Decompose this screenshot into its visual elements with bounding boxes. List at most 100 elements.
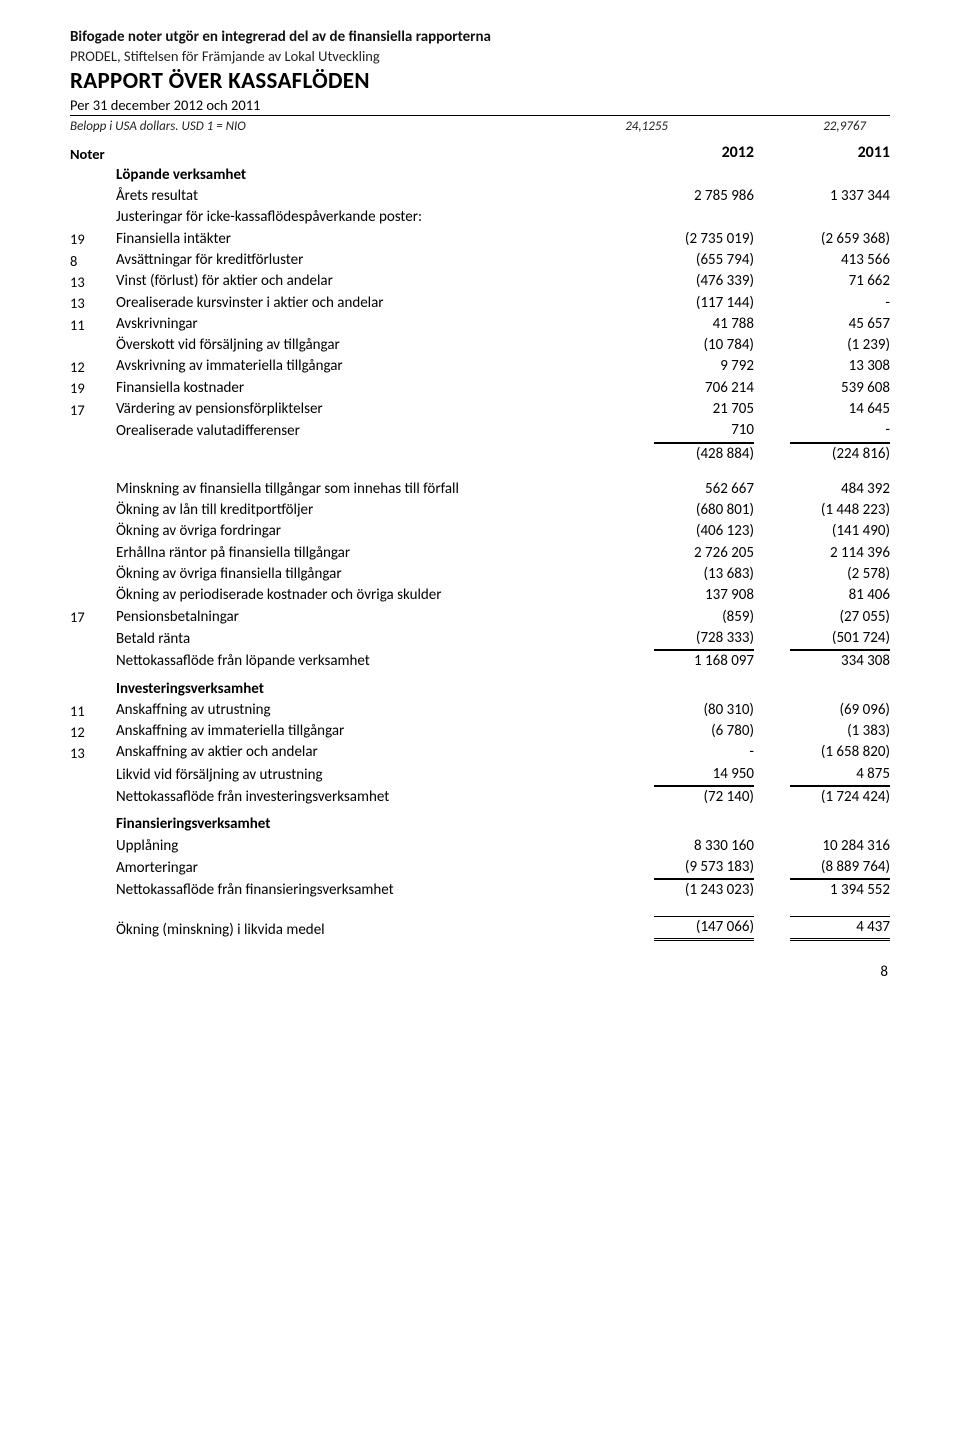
note-ref: 13 bbox=[70, 293, 116, 314]
row-val-b: 2 114 396 bbox=[754, 543, 890, 564]
row-val-b: (1 724 424) bbox=[754, 786, 890, 808]
table-row: Likvid vid försäljning av utrustning14 9… bbox=[70, 764, 890, 786]
header-org-line: PRODEL, Stiftelsen för Främjande av Loka… bbox=[70, 47, 890, 65]
row-val-a: (428 884) bbox=[618, 443, 754, 465]
row-val-b: (2 578) bbox=[754, 564, 890, 585]
row-val-b: 1 394 552 bbox=[754, 879, 890, 901]
note-ref: 12 bbox=[70, 722, 116, 743]
row-val-a: 21 705 bbox=[618, 399, 754, 420]
table-row: Minskning av finansiella tillgångar som … bbox=[70, 479, 890, 500]
row-val-b: 539 608 bbox=[754, 378, 890, 399]
row-val-a: (728 333) bbox=[618, 628, 754, 650]
table-row: Ökning av övriga fordringar(406 123)(141… bbox=[70, 521, 890, 542]
row-val-a: (72 140) bbox=[618, 786, 754, 808]
col-notes: Noter bbox=[70, 144, 116, 165]
table-row: Överskott vid försäljning av tillgångar(… bbox=[70, 335, 890, 356]
row-val-a: (117 144) bbox=[618, 293, 754, 314]
rate-2012: 24,1255 bbox=[508, 119, 706, 134]
note-ref: 17 bbox=[70, 607, 116, 628]
row-val-a: 1 168 097 bbox=[618, 650, 754, 672]
row-label: Nettokassaflöde från investeringsverksam… bbox=[116, 787, 618, 808]
total-label: Ökning (minskning) i likvida medel bbox=[116, 920, 618, 941]
row-label: Likvid vid försäljning av utrustning bbox=[116, 765, 618, 786]
row-label: Minskning av finansiella tillgångar som … bbox=[116, 479, 618, 500]
row-val-a: (406 123) bbox=[618, 521, 754, 542]
note-ref: 13 bbox=[70, 272, 116, 293]
row-val-a: 706 214 bbox=[618, 378, 754, 399]
row-val-b: 71 662 bbox=[754, 271, 890, 292]
header-note-line: Bifogade noter utgör en integrerad del a… bbox=[70, 28, 890, 46]
currency-row: Belopp i USA dollars. USD 1 = NIO 24,125… bbox=[70, 119, 890, 134]
table-row: 19Finansiella intäkter(2 735 019)(2 659 … bbox=[70, 229, 890, 250]
row-label: Erhållna räntor på finansiella tillgånga… bbox=[116, 543, 618, 564]
table-row: Nettokassaflöde från löpande verksamhet1… bbox=[70, 650, 890, 672]
table-row: Nettokassaflöde från finansieringsverksa… bbox=[70, 879, 890, 901]
row-label: Justeringar för icke-kassaflödespåverkan… bbox=[116, 207, 618, 228]
table-row: 12Avskrivning av immateriella tillgångar… bbox=[70, 356, 890, 377]
table-header-row: Noter 2012 2011 bbox=[70, 142, 890, 165]
row-val-a: - bbox=[618, 742, 754, 763]
row-label: Ökning av övriga finansiella tillgångar bbox=[116, 564, 618, 585]
rate-2011: 22,9767 bbox=[706, 119, 866, 134]
row-label: Anskaffning av aktier och andelar bbox=[116, 742, 618, 763]
section-heading: Investeringsverksamhet bbox=[116, 679, 618, 700]
row-label: Finansiella intäkter bbox=[116, 229, 618, 250]
row-val-b: 4 875 bbox=[754, 764, 890, 786]
page: Bifogade noter utgör en integrerad del a… bbox=[0, 0, 960, 1001]
section-heading-row: Löpande verksamhet bbox=[70, 165, 890, 186]
table-row: 17Värdering av pensionsförpliktelser21 7… bbox=[70, 399, 890, 420]
note-ref: 19 bbox=[70, 378, 116, 399]
row-val-b: - bbox=[754, 293, 890, 314]
row-val-a: 562 667 bbox=[618, 479, 754, 500]
row-val-a: (859) bbox=[618, 607, 754, 628]
col-year-2: 2011 bbox=[754, 142, 890, 165]
section-heading-row: Finansieringsverksamhet bbox=[70, 814, 890, 835]
row-label: Överskott vid försäljning av tillgångar bbox=[116, 335, 618, 356]
row-label: Finansiella kostnader bbox=[116, 378, 618, 399]
row-val-a: 710 bbox=[618, 420, 754, 442]
row-label: Avsättningar för kreditförluster bbox=[116, 250, 618, 271]
table-row: 17Pensionsbetalningar(859)(27 055) bbox=[70, 607, 890, 628]
row-val-b: 1 337 344 bbox=[754, 186, 890, 207]
row-val-b: 13 308 bbox=[754, 356, 890, 377]
row-val-a: 14 950 bbox=[618, 764, 754, 786]
row-val-b: (1 383) bbox=[754, 721, 890, 742]
row-label: Orealiserade valutadifferenser bbox=[116, 421, 618, 442]
row-val-b: 81 406 bbox=[754, 585, 890, 606]
row-val-b: (27 055) bbox=[754, 607, 890, 628]
row-val-b: (8 889 764) bbox=[754, 857, 890, 879]
table-row: 13Orealiserade kursvinster i aktier och … bbox=[70, 293, 890, 314]
section-heading-row: Investeringsverksamhet bbox=[70, 679, 890, 700]
table-row: Ökning av övriga finansiella tillgångar(… bbox=[70, 564, 890, 585]
row-label: Ökning av övriga fordringar bbox=[116, 521, 618, 542]
page-number: 8 bbox=[70, 963, 890, 981]
row-val-b: 45 657 bbox=[754, 314, 890, 335]
table-row: Amorteringar(9 573 183)(8 889 764) bbox=[70, 857, 890, 879]
row-val-b: (501 724) bbox=[754, 628, 890, 650]
table-row: (428 884)(224 816) bbox=[70, 443, 890, 465]
row-label: Nettokassaflöde från finansieringsverksa… bbox=[116, 880, 618, 901]
row-val-a: (9 573 183) bbox=[618, 857, 754, 879]
row-label: Årets resultat bbox=[116, 186, 618, 207]
row-label: Anskaffning av immateriella tillgångar bbox=[116, 721, 618, 742]
table-row: 12Anskaffning av immateriella tillgångar… bbox=[70, 721, 890, 742]
row-label: Värdering av pensionsförpliktelser bbox=[116, 399, 618, 420]
row-val-b: 14 645 bbox=[754, 399, 890, 420]
row-val-a: (13 683) bbox=[618, 564, 754, 585]
table-row: Betald ränta(728 333)(501 724) bbox=[70, 628, 890, 650]
note-ref: 13 bbox=[70, 743, 116, 764]
row-val-a: (2 735 019) bbox=[618, 229, 754, 250]
row-val-b: (1 239) bbox=[754, 335, 890, 356]
note-ref: 17 bbox=[70, 400, 116, 421]
table-row: 11Avskrivningar41 78845 657 bbox=[70, 314, 890, 335]
currency-label: Belopp i USA dollars. USD 1 = NIO bbox=[70, 119, 508, 134]
row-val-b: 10 284 316 bbox=[754, 836, 890, 857]
table-row: Nettokassaflöde från investeringsverksam… bbox=[70, 786, 890, 808]
row-val-a: 9 792 bbox=[618, 356, 754, 377]
row-label: Amorteringar bbox=[116, 858, 618, 879]
row-label: Ökning av periodiserade kostnader och öv… bbox=[116, 585, 618, 606]
row-val-a: (10 784) bbox=[618, 335, 754, 356]
note-ref: 12 bbox=[70, 357, 116, 378]
table-row: Ökning av periodiserade kostnader och öv… bbox=[70, 585, 890, 606]
table-row: 13Vinst (förlust) för aktier och andelar… bbox=[70, 271, 890, 292]
